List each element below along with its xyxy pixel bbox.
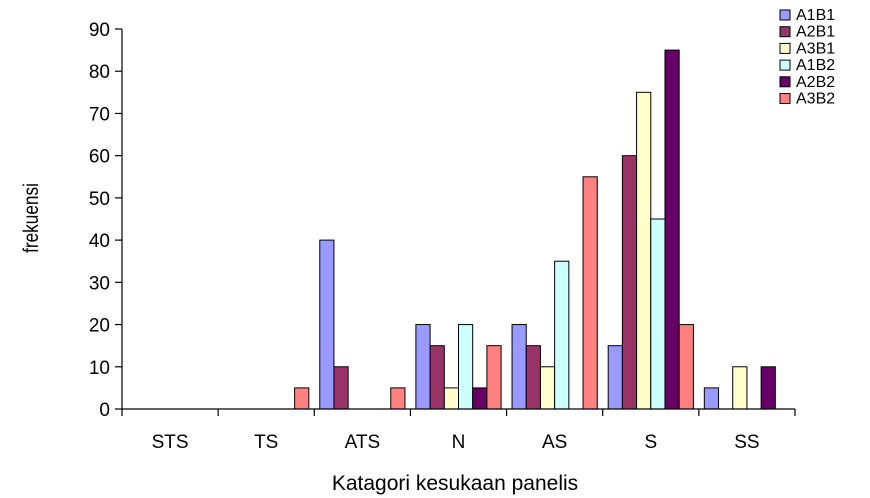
legend-label: A2B1 (796, 24, 835, 41)
bar-A3B2-ATS (390, 387, 406, 410)
x-tick-label: TS (254, 432, 278, 453)
legend-swatch (779, 9, 791, 21)
y-tick-label: 10 (89, 358, 110, 379)
legend-swatch (779, 76, 791, 88)
bar-A2B2-S (664, 49, 680, 410)
y-tick-label: 0 (99, 400, 110, 421)
y-tick-label: 90 (89, 20, 110, 41)
x-tick-label: AS (542, 432, 567, 453)
y-tick-label: 60 (89, 147, 110, 168)
y-tick-label: 30 (89, 273, 110, 294)
legend-label: A3B1 (796, 40, 835, 57)
bar-A2B1-ATS (333, 366, 349, 410)
bar-A3B1-AS (539, 366, 556, 410)
bar-A1B2-N (458, 324, 474, 410)
x-tick-label: SS (734, 432, 759, 453)
y-tick-label: 20 (89, 316, 110, 337)
x-tick-label: ATS (345, 432, 381, 453)
bar-A2B2-SS (760, 366, 776, 410)
legend-label: A2B2 (796, 74, 835, 91)
legend-swatch (779, 93, 791, 104)
y-tick-label: 70 (89, 104, 110, 125)
x-tick-label: N (452, 432, 466, 453)
x-tick-label: STS (152, 432, 189, 453)
bar-A1B2-AS (554, 260, 570, 410)
bar-A1B1-N (415, 324, 431, 410)
y-axis-title: frekuensi (21, 183, 44, 253)
bar-A3B1-SS (732, 366, 748, 410)
bar-A1B2-S (650, 218, 666, 410)
legend-label: A1B2 (796, 57, 835, 74)
legend-swatch (779, 26, 791, 38)
legend-swatch (779, 42, 791, 54)
bar-A2B1-N (429, 345, 445, 410)
legend-swatch (779, 59, 791, 71)
bar-A3B1-S (636, 91, 652, 410)
bar-A3B2-N (486, 345, 502, 410)
bar-A3B2-AS (582, 176, 598, 410)
bar-A1B1-SS (703, 387, 720, 410)
legend-label: A1B1 (796, 7, 835, 24)
y-tick-label: 50 (89, 189, 110, 210)
x-axis-title: Katagori kesukaan panelis (332, 472, 578, 495)
bar-A3B2-TS (294, 387, 310, 410)
y-tick-label: 40 (89, 231, 110, 252)
bar-A1B1-S (607, 345, 623, 410)
bar-A3B1-N (443, 387, 459, 410)
legend-label: A3B2 (796, 91, 835, 108)
bar-A3B2-S (678, 324, 694, 410)
bar-A1B1-AS (511, 324, 527, 410)
bar-A2B1-S (621, 155, 638, 410)
bar-A2B1-AS (525, 345, 541, 410)
bar-A2B2-N (472, 387, 488, 410)
bar-A1B1-ATS (319, 239, 335, 410)
x-tick-label: S (644, 432, 657, 453)
y-tick-label: 80 (89, 62, 110, 83)
bars (294, 49, 776, 410)
